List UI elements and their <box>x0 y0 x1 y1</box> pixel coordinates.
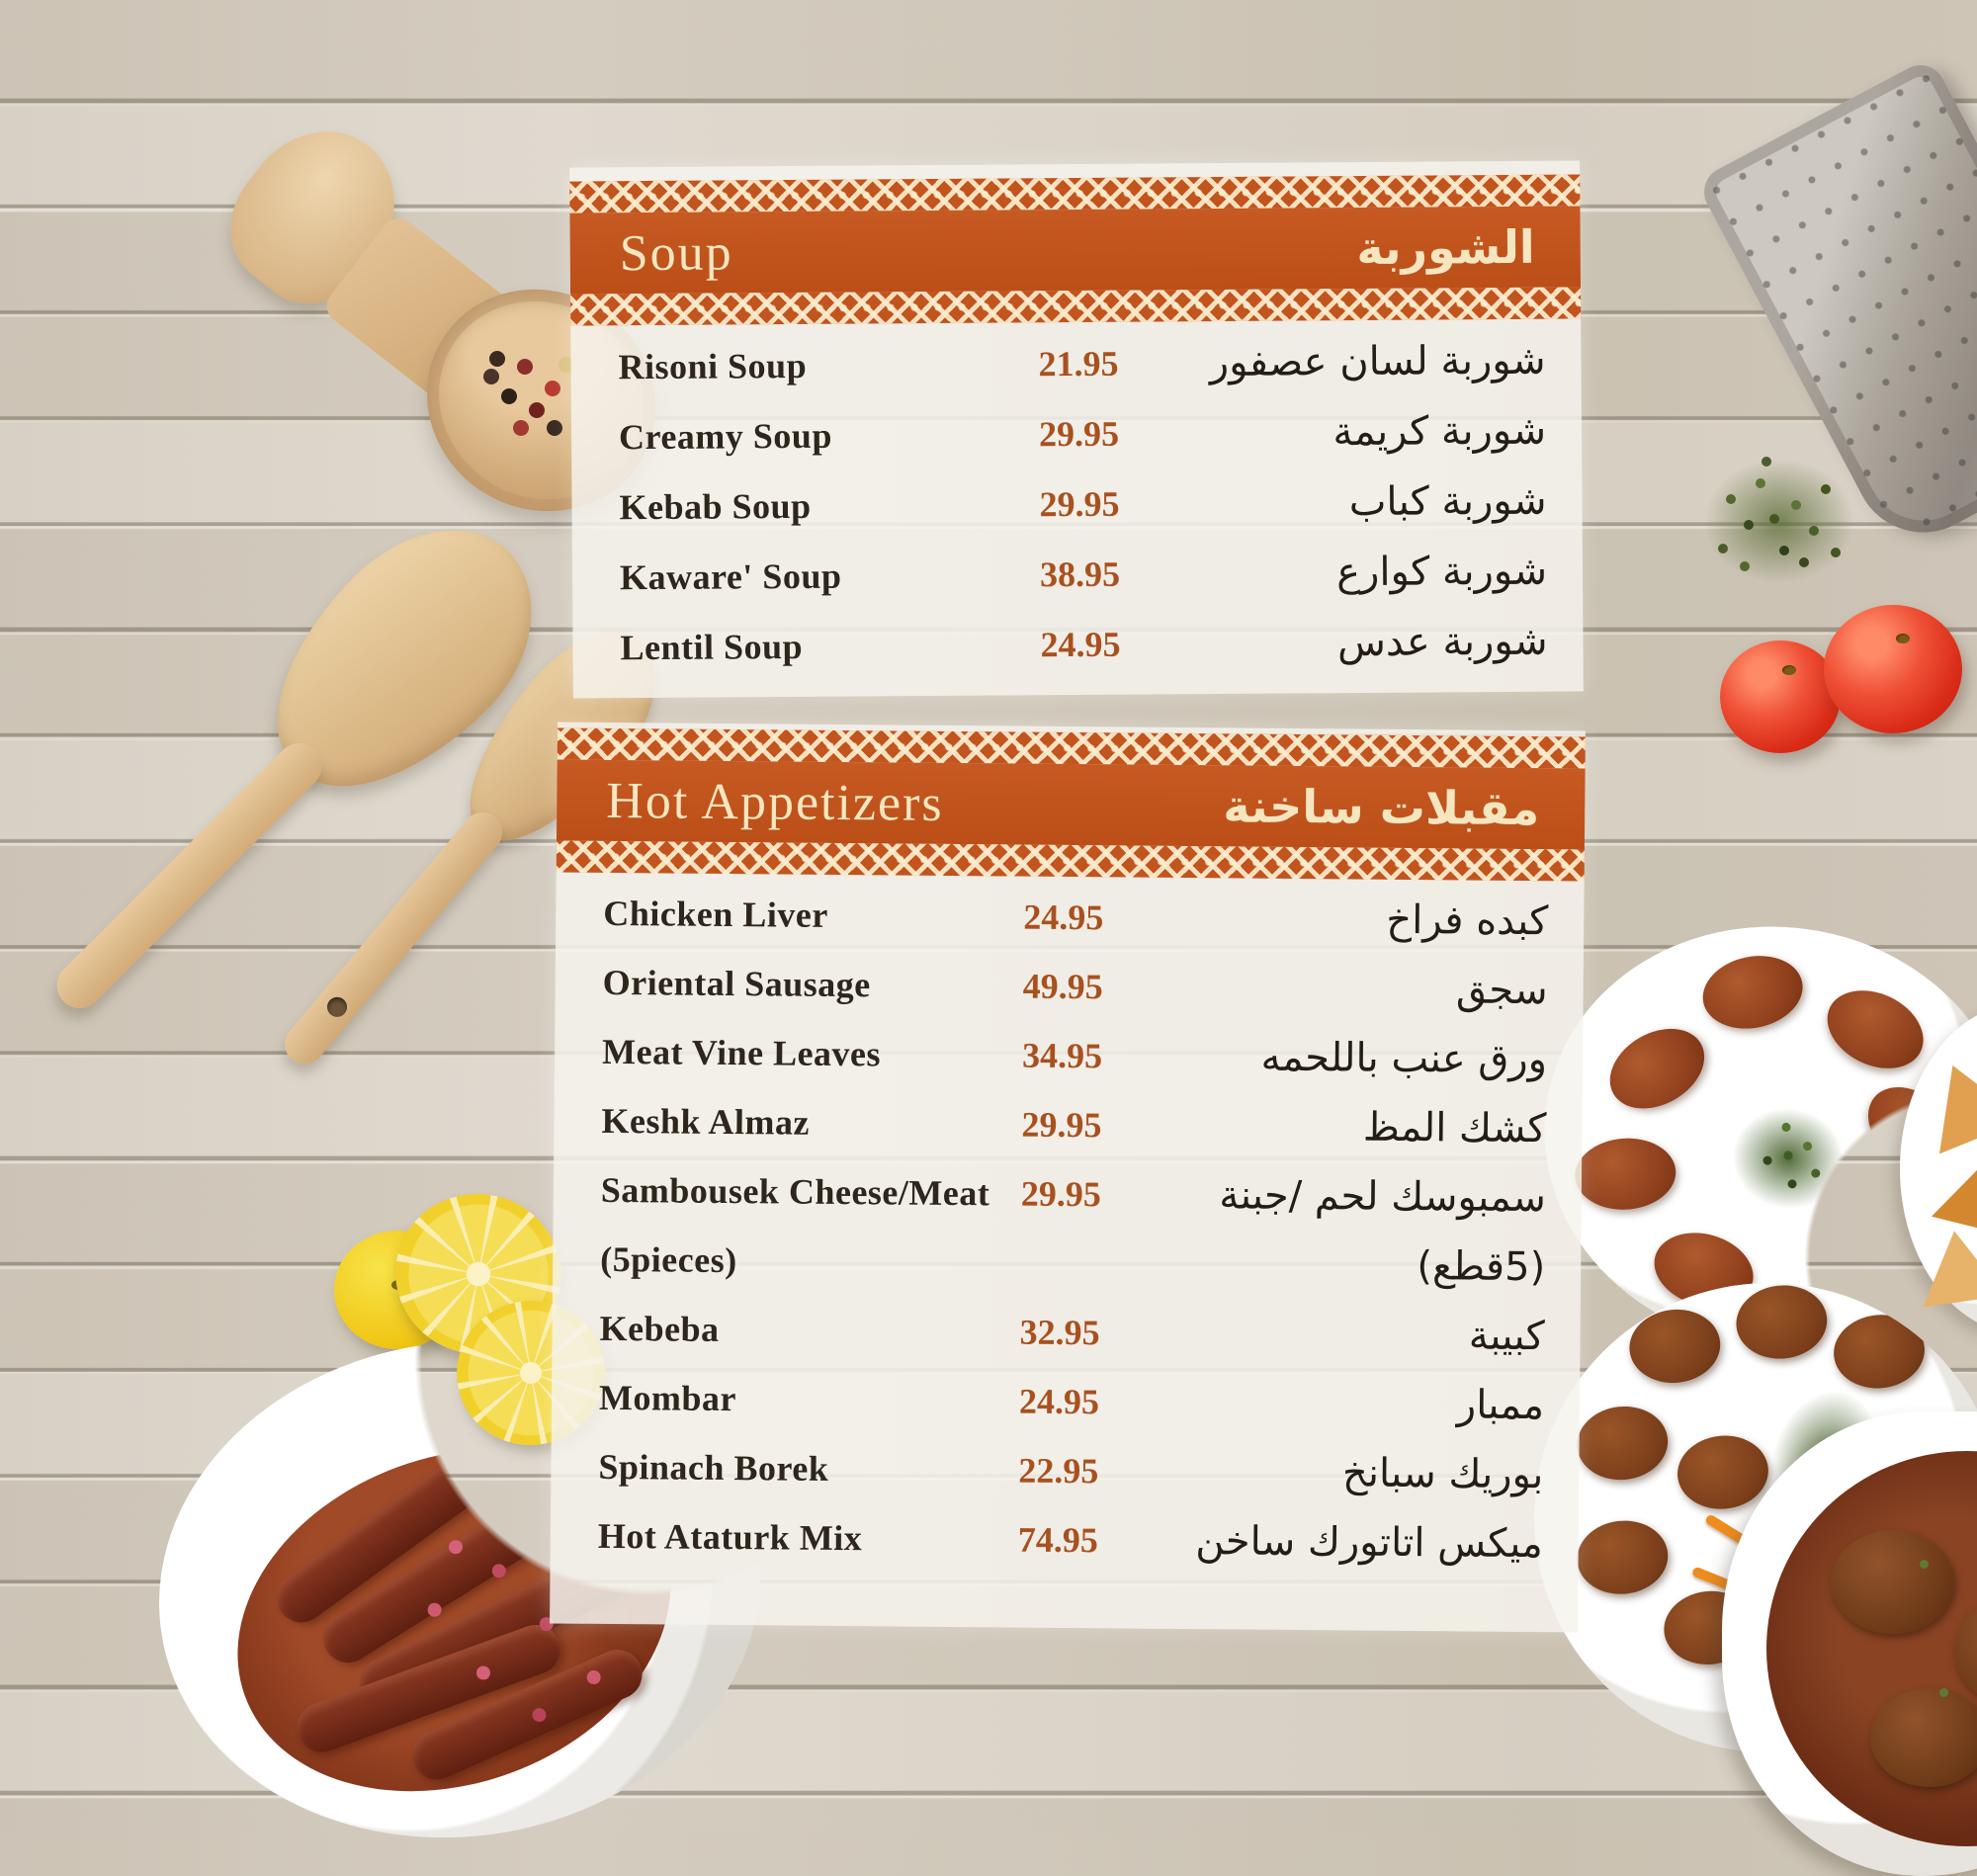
tomato-photo <box>1720 640 1841 753</box>
item-name-ar: كشك المظ <box>1362 1104 1547 1152</box>
menu-item-row: Kebeba 32.95 كبيبة <box>599 1294 1545 1371</box>
item-name-ar: كبيبة <box>1468 1313 1545 1360</box>
herb-flecks <box>1920 1560 1929 1569</box>
item-name-en: Lentil Soup <box>620 626 804 667</box>
peppercorns <box>489 351 505 367</box>
item-name-ar: شوربة لسان عصفور <box>1209 337 1546 385</box>
menu-item-row: Chicken Liver 24.95 كبده فراخ <box>603 879 1549 956</box>
item-name-en: Kebeba <box>599 1308 720 1349</box>
menu-item-row: Spinach Borek 22.95 بوريك سبانخ <box>598 1432 1544 1509</box>
menu-item-row: Sambousek Cheese/Meat 29.95 سمبوسك لحم /… <box>601 1155 1547 1233</box>
item-name-ar: ميكس اتاتورك ساخن <box>1195 1518 1543 1568</box>
soup-section-panel: Soup الشوربة Risoni Soup 21.95 شوربة لسا… <box>569 160 1584 699</box>
menu-item-row: Kaware' Soup 38.95 شوربة كوارع <box>620 536 1547 613</box>
tomato-photo <box>1824 605 1962 733</box>
parsley-garnish <box>1705 1081 1871 1236</box>
item-price: 38.95 <box>1039 554 1121 594</box>
item-name-ar: كبده فراخ <box>1386 896 1549 945</box>
item-name-ar: سمبوسك لحم /جبنة <box>1219 1172 1547 1222</box>
menu-item-row: Kebab Soup 29.95 شوربة كباب <box>619 466 1546 543</box>
item-name-en: Mombar <box>598 1377 737 1419</box>
item-name-ar: شوربة كوارع <box>1336 548 1548 595</box>
item-name-ar: شوربة كريمة <box>1332 407 1547 455</box>
item-name-ar: شوربة عدس <box>1336 618 1548 665</box>
item-price: 29.95 <box>1039 483 1120 524</box>
item-name-en: Keshk Almaz <box>601 1100 811 1143</box>
item-name-en: Risoni Soup <box>618 345 808 386</box>
menu-item-row: Mombar 24.95 ممبار <box>599 1363 1545 1440</box>
item-name-en: Spinach Borek <box>598 1446 829 1489</box>
wooden-scoop-peppercorns-photo <box>193 101 698 554</box>
item-name-ar: سجق <box>1455 967 1548 1014</box>
menu-item-row: Lentil Soup 24.95 شوربة عدس <box>620 606 1547 683</box>
item-name-en: (5pieces) <box>600 1238 737 1281</box>
item-price: 24.95 <box>1023 896 1104 938</box>
item-price: 29.95 <box>1021 1104 1102 1146</box>
item-price: 34.95 <box>1021 1035 1103 1076</box>
section-title-en: Hot Appetizers <box>606 772 944 832</box>
menu-item-subrow: (5pieces) (5قطع) <box>600 1225 1546 1302</box>
menu-item-row: Risoni Soup 21.95 شوربة لسان عصفور <box>618 325 1545 402</box>
item-name-en: Chicken Liver <box>603 893 828 935</box>
item-name-ar: شوربة كباب <box>1348 477 1547 525</box>
item-price: 24.95 <box>1040 624 1121 664</box>
item-price: 29.95 <box>1038 413 1120 454</box>
item-name-en: Creamy Soup <box>618 415 833 457</box>
hot-appetizers-section-panel: Hot Appetizers مقبلات ساخنة Chicken Live… <box>550 722 1586 1633</box>
soup-title-band: Soup الشوربة <box>569 206 1582 295</box>
menu-item-row: Meat Vine Leaves 34.95 ورق عنب باللحمه <box>602 1017 1548 1094</box>
hot-appetizers-title-band: Hot Appetizers مقبلات ساخنة <box>556 759 1586 850</box>
item-name-ar: ورق عنب باللحمه <box>1260 1034 1548 1083</box>
section-title-ar: مقبلات ساخنة <box>1223 779 1540 836</box>
item-price: 32.95 <box>1019 1312 1100 1353</box>
item-price: 21.95 <box>1038 343 1119 384</box>
menu-item-row: Keshk Almaz 29.95 كشك المظ <box>601 1086 1547 1163</box>
item-price: 24.95 <box>1018 1381 1100 1422</box>
item-price: 22.95 <box>1018 1450 1099 1492</box>
menu-item-row: Creamy Soup 29.95 شوربة كريمة <box>619 395 1546 472</box>
soup-items: Risoni Soup 21.95 شوربة لسان عصفور Cream… <box>570 318 1583 682</box>
item-name-en: Meat Vine Leaves <box>601 1031 882 1074</box>
item-name-ar: (5قطع) <box>1417 1243 1546 1291</box>
item-name-en: Kaware' Soup <box>619 555 842 597</box>
item-price: 49.95 <box>1022 966 1103 1007</box>
section-title-en: Soup <box>619 223 733 282</box>
section-title-ar: الشوربة <box>1356 219 1535 276</box>
hot-appetizers-items: Chicken Liver 24.95 كبده فراخ Oriental S… <box>551 872 1585 1578</box>
stew-bowl-photo <box>1722 1411 1977 1876</box>
dried-herbs-photo <box>1676 435 1883 608</box>
item-name-ar: بوريك سبانخ <box>1341 1450 1544 1498</box>
item-price: 29.95 <box>1020 1173 1102 1215</box>
item-name-en: Kebab Soup <box>619 485 812 527</box>
item-price: 74.95 <box>1017 1519 1098 1561</box>
soup-section-header: Soup الشوربة <box>569 174 1582 326</box>
item-name-en: Oriental Sausage <box>602 962 871 1005</box>
item-name-en: Sambousek Cheese/Meat <box>600 1169 990 1214</box>
menu-item-row: Oriental Sausage 49.95 سجق <box>602 948 1548 1025</box>
item-name-en: Hot Ataturk Mix <box>597 1515 863 1559</box>
item-name-ar: ممبار <box>1456 1382 1545 1429</box>
menu-item-row: Hot Ataturk Mix 74.95 ميكس اتاتورك ساخن <box>598 1501 1544 1578</box>
item-price <box>1020 1263 1151 1264</box>
hot-appetizers-section-header: Hot Appetizers مقبلات ساخنة <box>556 727 1586 882</box>
